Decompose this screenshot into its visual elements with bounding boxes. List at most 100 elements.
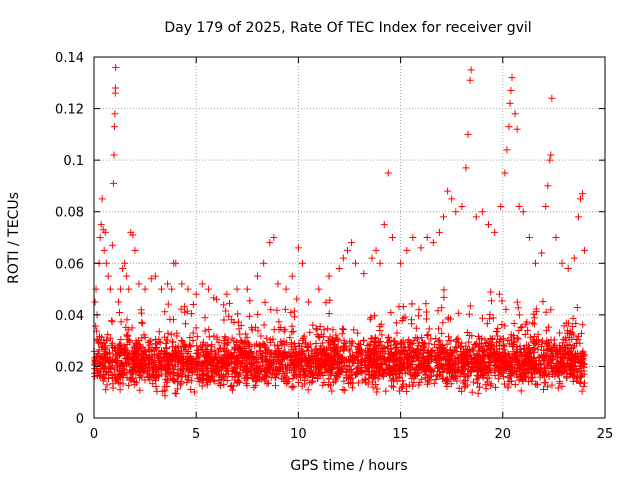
data-point bbox=[204, 342, 212, 350]
data-point bbox=[531, 370, 539, 378]
data-point bbox=[230, 364, 238, 372]
data-point bbox=[565, 333, 573, 341]
data-point bbox=[360, 337, 368, 345]
data-point bbox=[246, 354, 254, 362]
data-point bbox=[379, 348, 387, 356]
data-point bbox=[236, 351, 244, 359]
data-point bbox=[217, 353, 225, 361]
data-point bbox=[108, 318, 116, 326]
data-point bbox=[358, 351, 366, 359]
data-point bbox=[452, 343, 460, 351]
data-point bbox=[316, 359, 324, 367]
data-point bbox=[255, 369, 263, 377]
data-point bbox=[135, 340, 143, 348]
data-point bbox=[414, 350, 422, 358]
data-point bbox=[375, 342, 383, 350]
data-point bbox=[562, 349, 570, 357]
data-point bbox=[332, 375, 340, 383]
data-point bbox=[436, 355, 444, 363]
data-point bbox=[122, 344, 130, 352]
data-point bbox=[391, 344, 399, 352]
data-point bbox=[401, 364, 409, 372]
data-point bbox=[357, 358, 365, 366]
data-point bbox=[352, 259, 360, 267]
data-point bbox=[163, 364, 171, 372]
data-point bbox=[540, 386, 548, 394]
data-point bbox=[354, 379, 362, 387]
data-point bbox=[492, 362, 500, 370]
data-point bbox=[155, 328, 163, 336]
data-point bbox=[152, 371, 160, 379]
data-point bbox=[438, 329, 446, 337]
data-point bbox=[348, 371, 356, 379]
data-point bbox=[277, 375, 285, 383]
data-point bbox=[282, 285, 290, 293]
data-point bbox=[361, 347, 369, 355]
data-point bbox=[561, 343, 569, 351]
data-point bbox=[109, 384, 117, 392]
data-point bbox=[108, 339, 116, 347]
data-point bbox=[451, 366, 459, 374]
data-point bbox=[339, 254, 347, 262]
data-point bbox=[179, 338, 187, 346]
data-point bbox=[346, 347, 354, 355]
data-point bbox=[355, 347, 363, 355]
data-point bbox=[228, 316, 236, 324]
data-point bbox=[513, 373, 521, 381]
data-point bbox=[553, 354, 561, 362]
data-point bbox=[487, 382, 495, 390]
data-point bbox=[297, 370, 305, 378]
data-point bbox=[412, 365, 420, 373]
data-point bbox=[131, 342, 139, 350]
data-point bbox=[533, 337, 541, 345]
data-point bbox=[272, 374, 280, 382]
data-point bbox=[429, 346, 437, 354]
data-point bbox=[184, 285, 192, 293]
data-point bbox=[403, 246, 411, 254]
data-point bbox=[290, 383, 298, 391]
data-point bbox=[509, 359, 517, 367]
data-point bbox=[218, 354, 226, 362]
data-point bbox=[267, 350, 275, 358]
data-point bbox=[223, 367, 231, 375]
data-point bbox=[198, 280, 206, 288]
data-point bbox=[288, 384, 296, 392]
data-point bbox=[532, 259, 540, 267]
data-point bbox=[245, 343, 253, 351]
data-point bbox=[399, 347, 407, 355]
data-point bbox=[261, 298, 269, 306]
data-point bbox=[417, 244, 425, 252]
data-point bbox=[325, 375, 333, 383]
data-point bbox=[378, 361, 386, 369]
data-point bbox=[561, 367, 569, 375]
data-point bbox=[372, 370, 380, 378]
data-point bbox=[98, 195, 106, 203]
data-point bbox=[408, 300, 416, 308]
data-point bbox=[108, 371, 116, 379]
data-point bbox=[294, 244, 302, 252]
data-point bbox=[348, 351, 356, 359]
data-point bbox=[463, 329, 471, 337]
data-point bbox=[432, 352, 440, 360]
data-point bbox=[309, 377, 317, 385]
data-point bbox=[352, 368, 360, 376]
data-point bbox=[538, 249, 546, 257]
data-point bbox=[234, 373, 242, 381]
data-point bbox=[359, 377, 367, 385]
data-point bbox=[337, 354, 345, 362]
data-point bbox=[186, 333, 194, 341]
data-point bbox=[371, 371, 379, 379]
data-point bbox=[377, 360, 385, 368]
data-point bbox=[484, 221, 492, 229]
data-point bbox=[506, 365, 514, 373]
data-point bbox=[493, 328, 501, 336]
data-point bbox=[327, 382, 335, 390]
data-point bbox=[293, 360, 301, 368]
data-point bbox=[138, 373, 146, 381]
data-point bbox=[182, 320, 190, 328]
data-point bbox=[281, 305, 289, 313]
data-point bbox=[340, 339, 348, 347]
data-point bbox=[96, 234, 104, 241]
data-point bbox=[444, 333, 452, 341]
data-point bbox=[104, 272, 112, 280]
